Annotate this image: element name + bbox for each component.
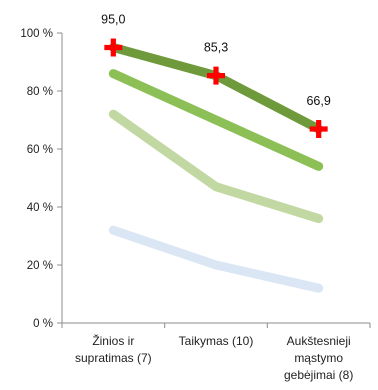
cross-marker (104, 38, 123, 57)
y-tick-label: 0 % (33, 318, 53, 330)
data-label: 85,3 (204, 41, 228, 55)
x-tick-label: mąstymo (294, 351, 343, 365)
x-tick-label: gebėjimai (8) (284, 368, 353, 382)
y-tick-label: 80 % (27, 86, 53, 98)
x-tick-label: Žinios ir (92, 333, 134, 348)
cross-marker (207, 66, 225, 85)
series-line-2 (108, 109, 324, 224)
y-tick-label: 60 % (27, 144, 53, 156)
series-line-3 (108, 69, 324, 171)
y-tick-label: 40 % (27, 202, 53, 214)
data-label: 66,9 (306, 94, 330, 108)
series-group (104, 38, 328, 293)
labels-group: 0 % 20 % 40 % 60 % 80 % 100 % Žinios ir suprati… (20, 13, 353, 383)
y-tick-label: 20 % (27, 260, 53, 272)
series-line-1 (108, 225, 324, 293)
cross-marker (309, 119, 328, 138)
x-tick-label: supratimas (7) (75, 351, 152, 365)
axes (57, 32, 371, 328)
data-label: 95,0 (101, 13, 125, 27)
x-tick-label: Aukštesnieji (287, 334, 351, 348)
x-tick-label: Taikymas (10) (179, 334, 254, 348)
y-tick-label: 100 % (20, 28, 53, 40)
